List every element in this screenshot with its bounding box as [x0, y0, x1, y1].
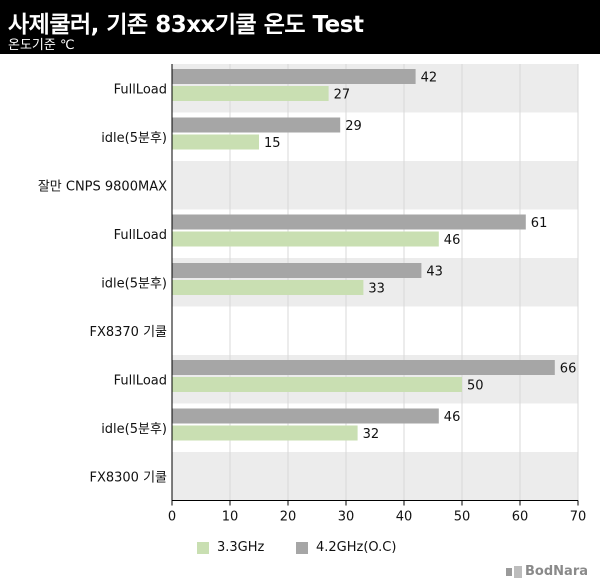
x-tick-label: 10	[222, 510, 239, 525]
legend-label: 3.3GHz	[217, 540, 265, 555]
bar	[172, 214, 526, 230]
x-tick-label: 60	[512, 510, 529, 525]
category-label: FullLoad	[114, 373, 167, 388]
watermark-text: BodNara	[525, 564, 588, 579]
legend-item: 4.2GHz(O.C)	[296, 540, 396, 555]
category-label: FX8370 기쿨	[89, 325, 167, 340]
bar	[172, 425, 358, 441]
x-tick-label: 70	[570, 510, 587, 525]
data-label: 43	[426, 265, 443, 280]
bar	[172, 69, 416, 84]
category-label: idle(5분후)	[101, 422, 167, 437]
category-label: FX8300 기쿨	[89, 470, 167, 485]
category-label: FullLoad	[114, 228, 167, 243]
bar	[172, 231, 439, 247]
category-label: 잘만 CNPS 9800MAX	[38, 179, 167, 194]
x-tick-label: 20	[280, 510, 297, 525]
data-label: 61	[531, 216, 548, 231]
chart-legend: 3.3GHz 4.2GHz(O.C)	[0, 540, 600, 562]
data-label: 50	[467, 379, 484, 394]
bar	[172, 360, 555, 375]
data-label: 33	[368, 282, 385, 297]
category-label: idle(5분후)	[101, 276, 167, 291]
bar	[172, 408, 439, 424]
bar	[172, 86, 329, 101]
chart-header: 사제쿨러, 기존 83xx기쿨 온도 Test 온도기준 ℃	[0, 0, 600, 54]
data-label: 46	[444, 410, 461, 425]
bar	[172, 377, 462, 392]
data-label: 32	[363, 427, 380, 442]
legend-item: 3.3GHz	[197, 540, 264, 555]
data-label: 29	[345, 119, 362, 134]
bar	[172, 280, 364, 295]
bar	[172, 117, 341, 133]
bar	[172, 134, 259, 150]
x-tick-label: 40	[396, 510, 413, 525]
bar	[172, 263, 422, 278]
category-label: FullLoad	[114, 82, 167, 97]
x-tick-label: 0	[168, 510, 176, 525]
legend-swatch	[197, 541, 209, 554]
chart-subtitle: 온도기준 ℃	[8, 38, 75, 53]
watermark-logo-icon	[506, 565, 523, 578]
x-tick-label: 50	[454, 510, 471, 525]
data-label: 46	[444, 233, 461, 248]
x-tick-label: 30	[338, 510, 355, 525]
legend-label: 4.2GHz(O.C)	[316, 540, 397, 555]
data-label: 27	[334, 88, 351, 103]
bodnara-watermark: BodNara	[506, 564, 588, 579]
chart-title: 사제쿨러, 기존 83xx기쿨 온도 Test	[8, 12, 364, 38]
row-band	[172, 452, 578, 501]
legend-swatch	[296, 541, 308, 554]
data-label: 42	[421, 71, 438, 86]
category-label: idle(5분후)	[101, 131, 167, 146]
bar-chart: 42 29 61 43 66 46 27 15 46 33 50 32 0 10 20 30 40 50 60 70 F…	[38, 64, 587, 525]
data-label: 15	[264, 136, 281, 151]
row-band	[172, 161, 578, 210]
data-label: 66	[560, 362, 577, 377]
